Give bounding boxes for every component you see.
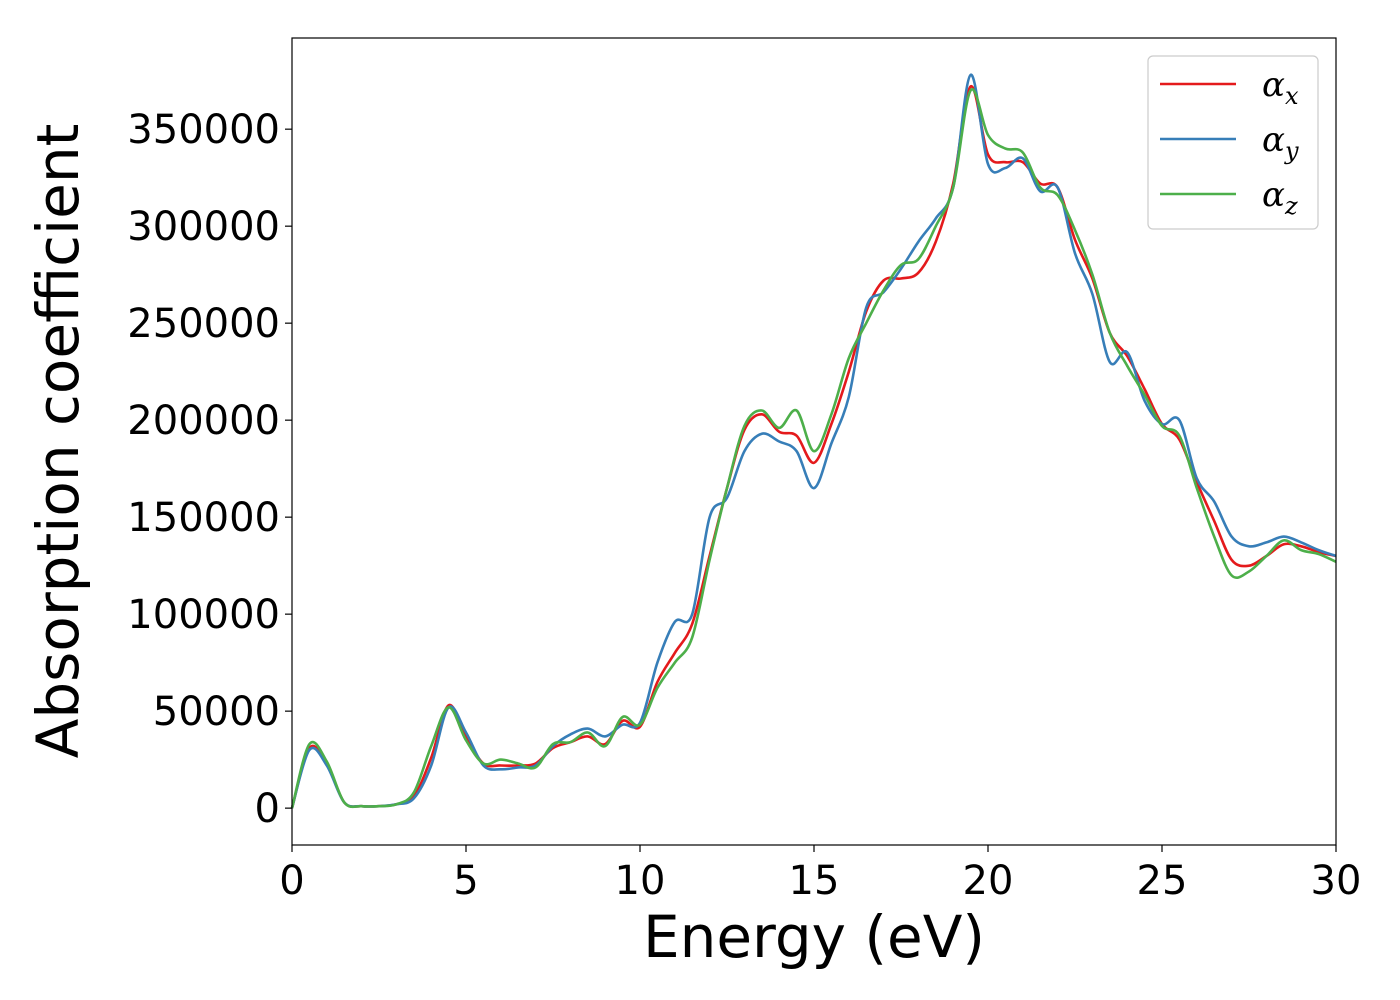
y-tick-label: 350000 [127, 107, 280, 153]
x-tick-label: 25 [1137, 858, 1188, 904]
y-tick-label: 200000 [127, 398, 280, 444]
x-tick-label: 10 [615, 858, 666, 904]
y-tick-label: 300000 [127, 204, 280, 250]
series-line-z [290, 87, 1337, 809]
y-tick-label: 50000 [153, 689, 280, 735]
x-tick-label: 0 [279, 858, 304, 904]
x-tick-label: 5 [453, 858, 478, 904]
y-tick-label: 150000 [127, 495, 280, 541]
x-axis: 0 5 10 15 20 25 30 [279, 845, 1361, 904]
y-axis: 0 50000 100000 150000 200000 250000 300000 3500… [127, 107, 292, 832]
x-tick-label: 30 [1311, 858, 1362, 904]
x-tick-label: 15 [789, 858, 840, 904]
y-tick-label: 0 [255, 786, 280, 832]
x-tick-label: 20 [963, 858, 1014, 904]
legend-box [1147, 55, 1319, 230]
y-axis-title: Absorption coefficient [24, 124, 92, 759]
y-tick-label: 250000 [127, 301, 280, 347]
x-axis-title: Energy (eV) [643, 903, 985, 971]
y-tick-label: 100000 [127, 592, 280, 638]
series-lines [290, 73, 1337, 809]
